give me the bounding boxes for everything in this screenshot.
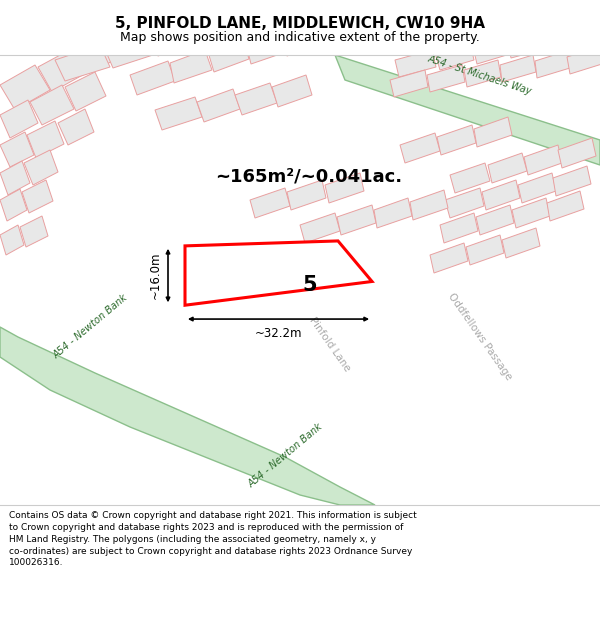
Polygon shape (437, 125, 476, 155)
Text: Oddfellows Passage: Oddfellows Passage (446, 291, 514, 382)
Polygon shape (482, 180, 520, 210)
Polygon shape (547, 191, 584, 221)
Polygon shape (300, 213, 340, 243)
Text: A54 - Newton Bank: A54 - Newton Bank (246, 422, 324, 489)
Polygon shape (197, 89, 240, 122)
Polygon shape (464, 60, 501, 87)
Polygon shape (502, 228, 540, 258)
Polygon shape (553, 166, 591, 196)
Polygon shape (0, 189, 27, 221)
Text: ~32.2m: ~32.2m (255, 327, 302, 340)
Polygon shape (473, 37, 510, 64)
Polygon shape (20, 216, 48, 247)
Text: A54 - St Michaels Way: A54 - St Michaels Way (427, 53, 533, 96)
Polygon shape (567, 47, 600, 74)
Polygon shape (435, 43, 474, 70)
Polygon shape (390, 70, 428, 97)
Polygon shape (395, 50, 436, 77)
Polygon shape (558, 138, 596, 168)
Text: A54 - Newton Bank: A54 - Newton Bank (51, 293, 129, 361)
Polygon shape (0, 65, 50, 110)
Text: Contains OS data © Crown copyright and database right 2021. This information is : Contains OS data © Crown copyright and d… (9, 511, 417, 568)
Polygon shape (466, 235, 504, 265)
Polygon shape (488, 153, 527, 183)
Polygon shape (0, 161, 30, 195)
Polygon shape (335, 55, 600, 165)
Polygon shape (474, 117, 512, 147)
Polygon shape (337, 205, 376, 235)
Polygon shape (27, 121, 64, 158)
Polygon shape (170, 50, 212, 83)
Polygon shape (230, 5, 268, 37)
Polygon shape (235, 83, 277, 115)
Polygon shape (24, 150, 58, 185)
Polygon shape (38, 47, 88, 92)
Polygon shape (130, 61, 175, 95)
Polygon shape (282, 24, 321, 56)
Polygon shape (65, 72, 106, 111)
Polygon shape (535, 51, 570, 78)
Polygon shape (0, 100, 38, 138)
Text: ~16.0m: ~16.0m (149, 252, 162, 299)
Polygon shape (194, 13, 234, 45)
Polygon shape (427, 65, 465, 92)
Polygon shape (30, 85, 74, 125)
Polygon shape (318, 17, 356, 48)
Polygon shape (250, 188, 290, 218)
Polygon shape (476, 205, 514, 235)
Polygon shape (430, 243, 468, 273)
Polygon shape (440, 213, 478, 243)
Polygon shape (246, 32, 286, 64)
Polygon shape (22, 180, 53, 213)
Polygon shape (500, 55, 536, 82)
Polygon shape (104, 33, 156, 68)
Polygon shape (264, 0, 301, 29)
Polygon shape (325, 173, 364, 203)
Polygon shape (287, 180, 326, 210)
Text: Pinfold Lane: Pinfold Lane (308, 316, 352, 374)
Polygon shape (544, 28, 578, 53)
Polygon shape (445, 188, 484, 218)
Polygon shape (58, 109, 94, 145)
Text: 5, PINFOLD LANE, MIDDLEWICH, CW10 9HA: 5, PINFOLD LANE, MIDDLEWICH, CW10 9HA (115, 16, 485, 31)
Text: ~165m²/~0.041ac.: ~165m²/~0.041ac. (215, 168, 402, 186)
Polygon shape (272, 75, 312, 107)
Polygon shape (524, 145, 562, 175)
Polygon shape (508, 33, 545, 58)
Polygon shape (297, 0, 330, 20)
Text: 5: 5 (302, 276, 317, 296)
Polygon shape (374, 198, 412, 228)
Polygon shape (78, 33, 120, 73)
Polygon shape (185, 241, 372, 305)
Polygon shape (0, 327, 375, 505)
Polygon shape (410, 190, 448, 220)
Polygon shape (518, 173, 556, 203)
Polygon shape (155, 97, 202, 130)
Polygon shape (0, 132, 34, 167)
Polygon shape (400, 133, 440, 163)
Text: Map shows position and indicative extent of the property.: Map shows position and indicative extent… (120, 31, 480, 44)
Polygon shape (208, 39, 249, 72)
Polygon shape (450, 163, 490, 193)
Polygon shape (0, 225, 24, 255)
Polygon shape (150, 22, 197, 56)
Polygon shape (512, 198, 550, 228)
Polygon shape (55, 45, 110, 81)
